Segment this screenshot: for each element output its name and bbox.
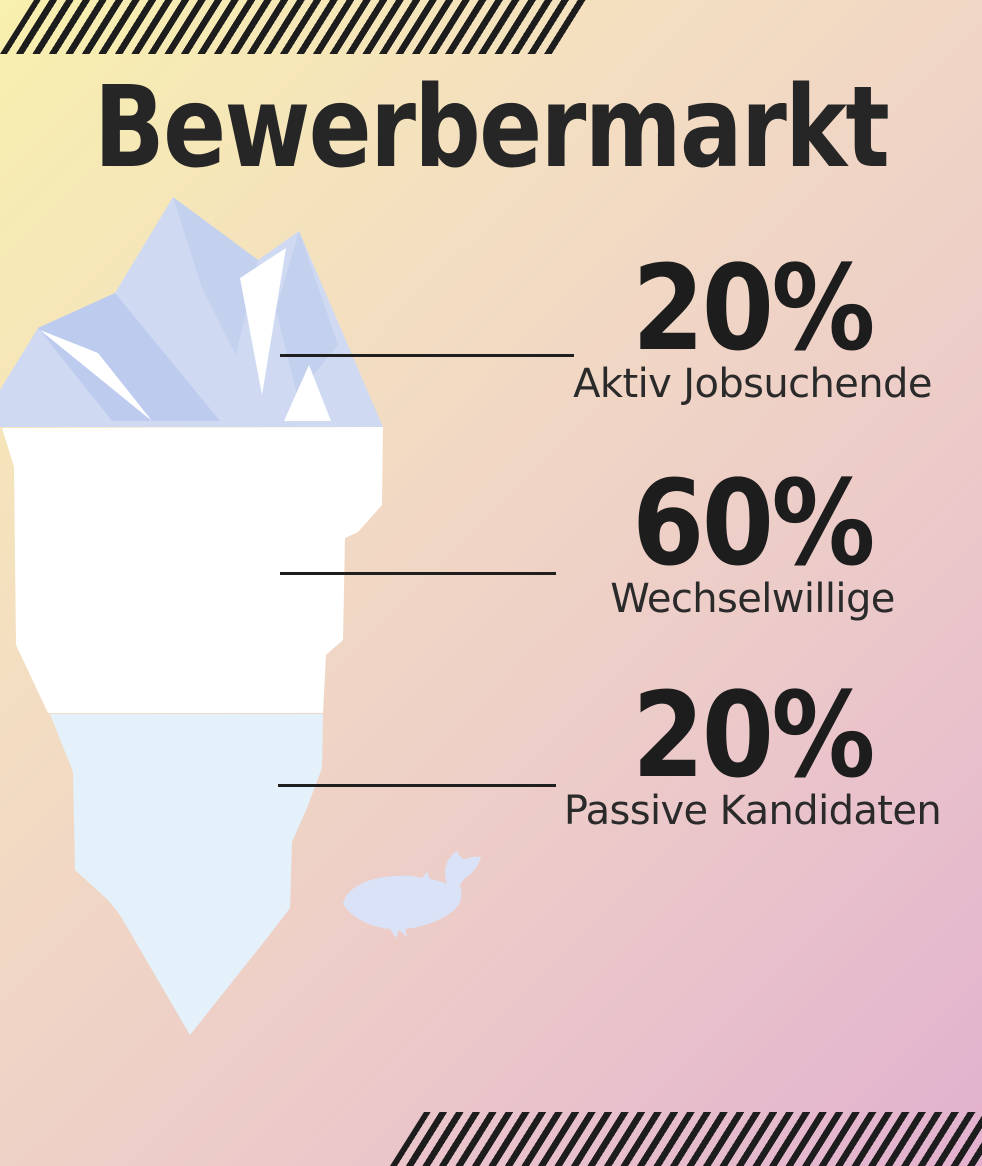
stat-value: 20%: [632, 666, 875, 804]
stat-wechselwillige: 60% Wechselwillige: [535, 464, 970, 622]
stat-label: Passive Kandidaten: [563, 788, 942, 834]
iceberg-facet-white-notch: [240, 248, 286, 395]
iceberg-facet-dark-center: [173, 197, 258, 355]
stat-passive-kandidaten: 20% Passive Kandidaten: [535, 676, 970, 834]
whale-icon: [343, 851, 481, 938]
stripe-decoration-bottom-right: [390, 1112, 982, 1166]
stripe-decoration-top-left: [0, 0, 586, 54]
iceberg-deep-section: [50, 714, 323, 1035]
iceberg-facet-dark-left: [38, 293, 220, 421]
connector-line-1: [280, 354, 574, 357]
stat-aktiv-jobsuchende: 20% Aktiv Jobsuchende: [535, 249, 970, 407]
page-title: Bewerbermarkt: [93, 63, 890, 193]
iceberg-facet-white-right: [284, 365, 331, 421]
connector-line-2: [280, 572, 556, 575]
connector-line-3: [278, 784, 556, 787]
iceberg-illustration: [0, 197, 481, 1035]
stat-value: 20%: [632, 239, 875, 377]
stat-label: Aktiv Jobsuchende: [573, 361, 932, 407]
iceberg-mid-section: [2, 427, 383, 713]
iceberg-facet-white-left: [40, 330, 152, 421]
stat-value: 60%: [632, 454, 875, 592]
stat-label: Wechselwillige: [610, 576, 895, 622]
